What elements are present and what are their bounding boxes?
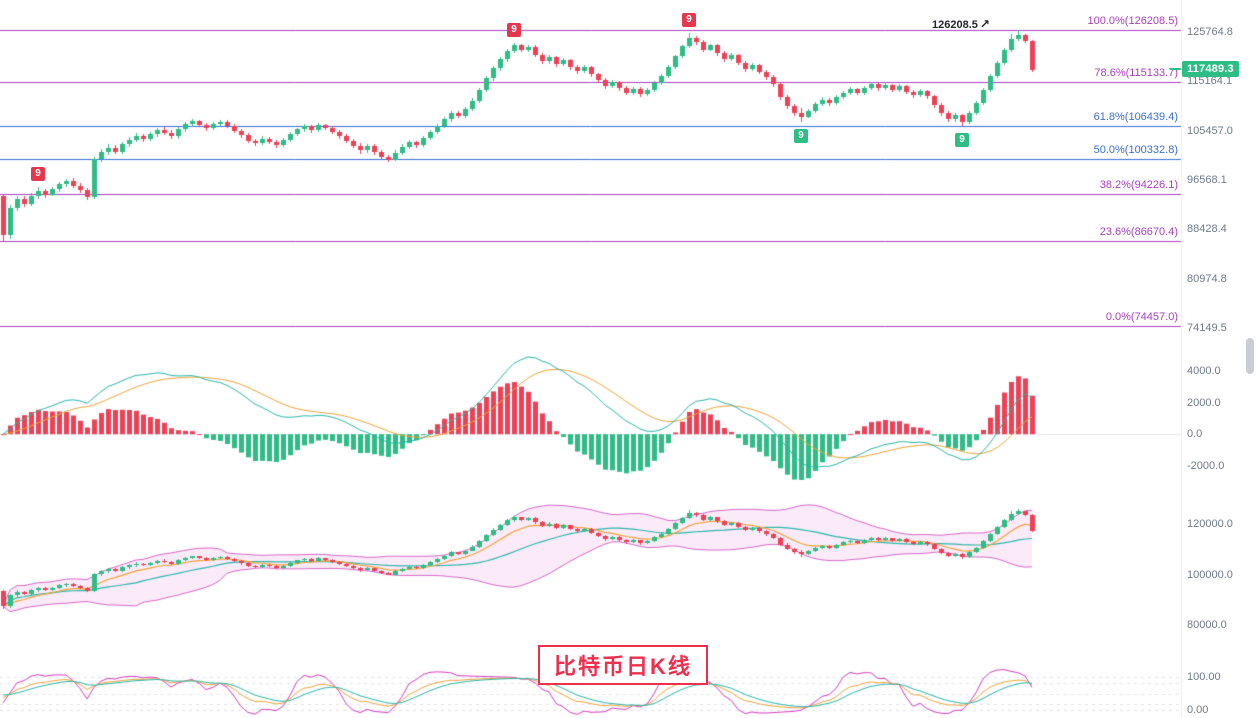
chart-title-box[interactable]: 比特币日K线 <box>538 645 708 685</box>
scrollbar-thumb[interactable] <box>1246 338 1254 374</box>
